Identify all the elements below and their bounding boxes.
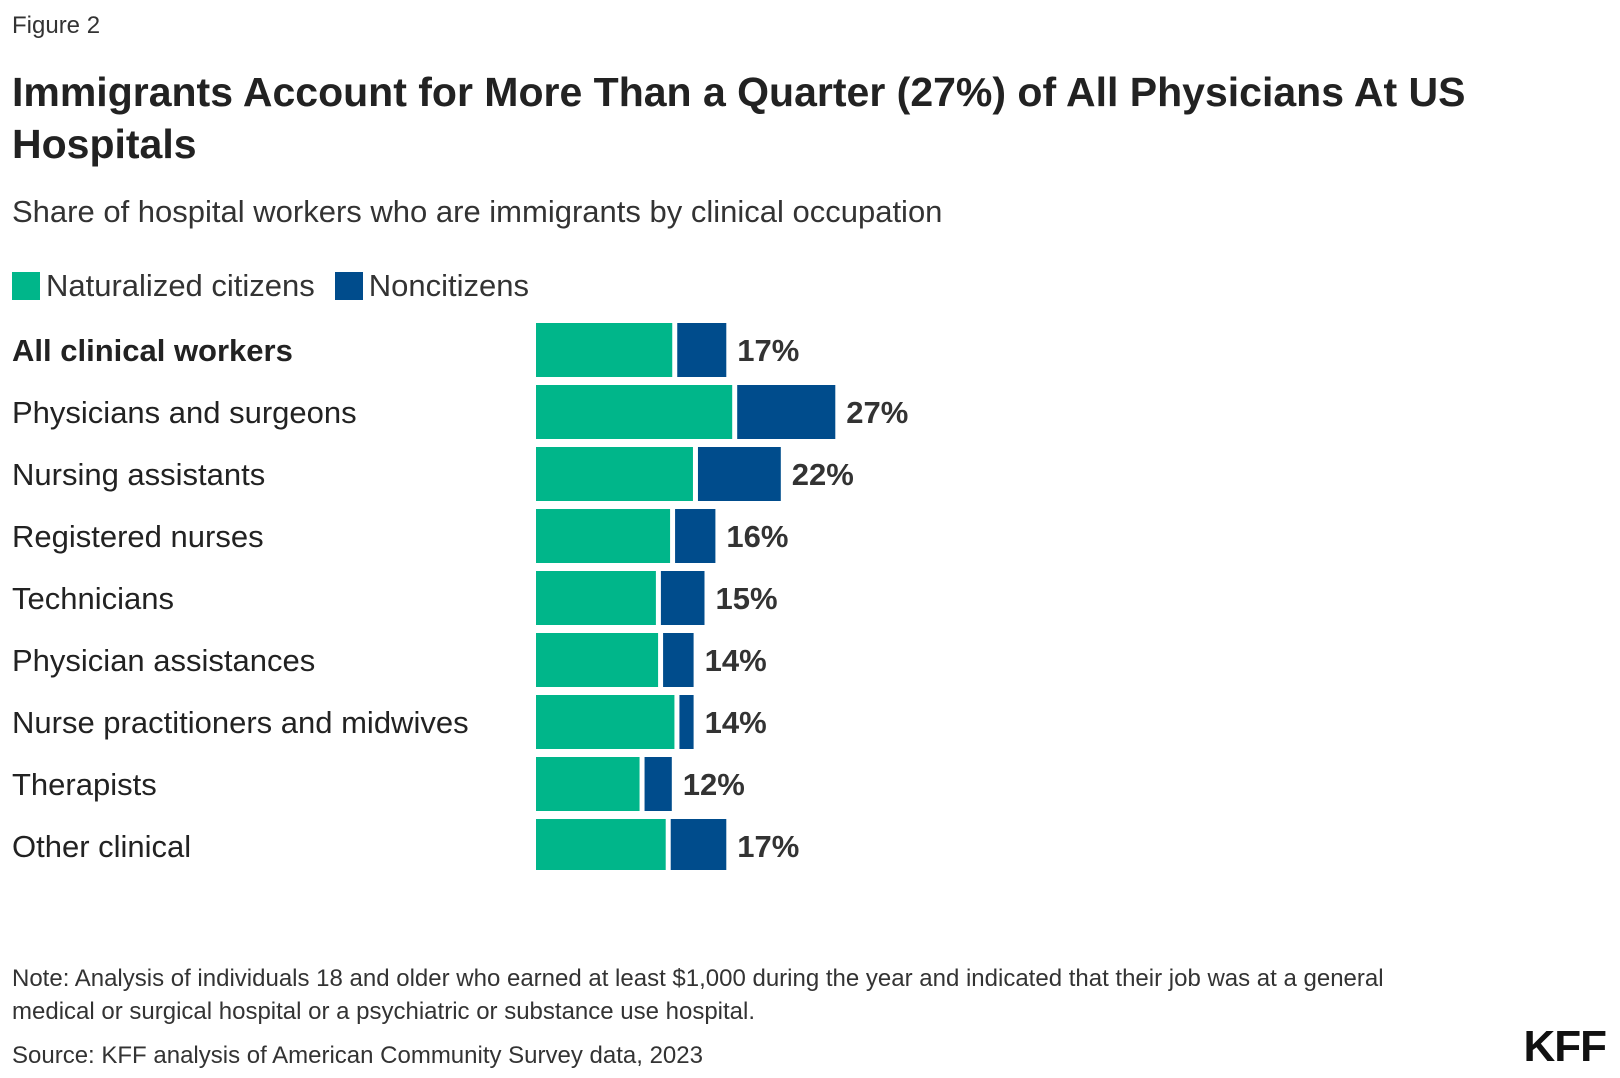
figure-label: Figure 2 <box>12 12 101 39</box>
legend-swatch-noncitizens <box>334 272 363 300</box>
bar-noncitizens-other-clinical <box>670 819 727 870</box>
bar-noncitizens-technicians <box>660 571 705 625</box>
total-label-all-clinical-workers: 17% <box>737 333 799 368</box>
bar-noncitizens-registered-nurses <box>675 509 716 563</box>
bar-chart: All clinical workers 17% Physicians and su… <box>12 323 908 870</box>
chart-subtitle: Share of hospital workers who are immigr… <box>12 194 943 229</box>
category-label-other-clinical: Other clinical <box>12 829 191 864</box>
bar-naturalized-citizens-other-clinical <box>536 819 666 870</box>
total-label-other-clinical: 17% <box>737 829 799 864</box>
bar-naturalized-citizens-all-clinical-workers <box>536 323 673 377</box>
legend-item-noncitizens: Noncitizens <box>334 268 530 304</box>
category-label-nursing-assistants: Nursing assistants <box>12 457 265 492</box>
category-label-technicians: Technicians <box>12 581 174 616</box>
category-label-therapists: Therapists <box>12 767 157 802</box>
total-label-technicians: 15% <box>716 581 778 616</box>
chart-source: Source: KFF analysis of American Communi… <box>12 1042 703 1069</box>
chart-title: Immigrants Account for More Than a Quart… <box>12 69 1466 167</box>
bar-naturalized-citizens-nursing-assistants <box>536 447 693 501</box>
total-label-nurse-practitioners-and-midwives: 14% <box>705 705 767 740</box>
category-label-all-clinical-workers: All clinical workers <box>12 333 293 368</box>
bar-noncitizens-therapists <box>644 757 672 811</box>
bar-naturalized-citizens-technicians <box>536 571 656 625</box>
total-label-nursing-assistants: 22% <box>792 457 854 492</box>
bar-noncitizens-all-clinical-workers <box>677 323 727 377</box>
bar-naturalized-citizens-physician-assistances <box>536 633 659 687</box>
total-label-physician-assistances: 14% <box>705 643 767 678</box>
bar-naturalized-citizens-therapists <box>536 757 640 811</box>
bar-noncitizens-nursing-assistants <box>697 447 781 501</box>
category-label-registered-nurses: Registered nurses <box>12 519 264 554</box>
legend: Naturalized citizens Noncitizens <box>12 268 549 304</box>
bar-naturalized-citizens-registered-nurses <box>536 509 671 563</box>
bar-noncitizens-physician-assistances <box>663 633 694 687</box>
legend-label-naturalized: Naturalized citizens <box>46 268 315 303</box>
bar-naturalized-citizens-physicians-and-surgeons <box>536 385 733 439</box>
legend-swatch-naturalized <box>12 272 40 300</box>
chart-note: Note: Analysis of individuals 18 and old… <box>12 965 1384 1025</box>
category-label-physicians-and-surgeons: Physicians and surgeons <box>12 395 357 430</box>
total-label-physicians-and-surgeons: 27% <box>846 395 908 430</box>
legend-label-noncitizens: Noncitizens <box>368 268 530 303</box>
total-label-registered-nurses: 16% <box>726 519 788 554</box>
legend-item-naturalized: Naturalized citizens <box>12 268 315 304</box>
kff-logo: KFF <box>1523 1022 1607 1071</box>
bar-noncitizens-nurse-practitioners-and-midwives <box>679 695 694 749</box>
total-label-therapists: 12% <box>683 767 745 802</box>
category-label-physician-assistances: Physician assistances <box>12 643 315 678</box>
bar-naturalized-citizens-nurse-practitioners-and-midwives <box>536 695 675 749</box>
bar-noncitizens-physicians-and-surgeons <box>737 385 836 439</box>
category-label-nurse-practitioners-and-midwives: Nurse practitioners and midwives <box>12 705 469 740</box>
